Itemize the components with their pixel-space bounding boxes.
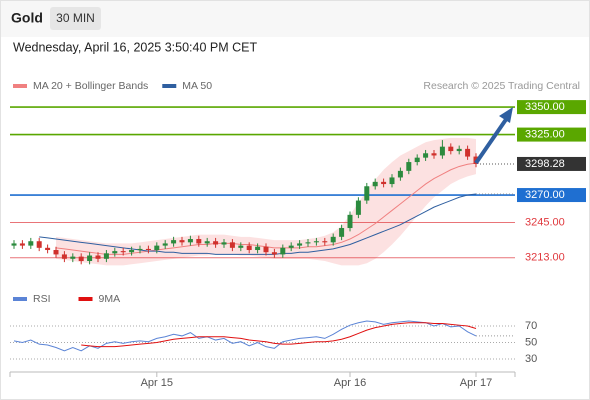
price-box	[517, 156, 586, 171]
candle-body	[313, 241, 319, 243]
candle-body	[162, 243, 168, 246]
candle-body	[221, 242, 227, 245]
candle-body	[255, 246, 261, 251]
candle-body	[154, 245, 160, 251]
candle-body	[11, 243, 17, 246]
symbol: Gold	[11, 10, 43, 26]
timeframe-button[interactable]	[50, 7, 101, 30]
timestamp: Wednesday, April 16, 2025 3:50:40 PM CET	[13, 40, 257, 54]
ma-line	[39, 193, 477, 255]
candle-body	[465, 148, 471, 157]
candle-body	[36, 241, 42, 248]
candle-body	[53, 250, 59, 255]
legend-swatch	[78, 297, 93, 301]
y-tick-label: 70	[525, 320, 537, 332]
candle-body	[397, 170, 403, 178]
candle-body	[414, 157, 420, 163]
candle-body	[171, 240, 177, 244]
legend-swatch	[13, 297, 27, 301]
candle-body	[137, 248, 143, 251]
legend-swatch	[162, 84, 177, 88]
candle-body	[78, 256, 84, 262]
candle-body	[112, 251, 118, 254]
timeframe[interactable]: 30 MIN	[56, 11, 95, 25]
candle-body	[339, 228, 345, 237]
source: Research © 2025 Trading Central	[423, 80, 580, 92]
y-tick-label: 50	[525, 336, 537, 348]
bollinger-band	[56, 137, 476, 266]
legend-label: 9MA	[99, 293, 121, 305]
candle-body	[120, 251, 126, 253]
candle-body	[61, 254, 67, 259]
candle-body	[297, 243, 303, 246]
level-label: 3270.00	[525, 189, 565, 201]
level-box	[517, 127, 586, 142]
legend-label: MA 20 + Bollinger Bands	[33, 80, 148, 92]
candle-body	[439, 146, 445, 156]
candle-body	[330, 236, 336, 243]
candle-body	[246, 245, 252, 251]
candle-body	[103, 253, 109, 259]
candle-body	[355, 200, 361, 215]
x-tick-label: Apr 15	[141, 377, 173, 389]
candle-body	[288, 245, 294, 248]
candle-body	[229, 242, 235, 248]
candle-body	[372, 181, 378, 187]
candle-body	[381, 181, 387, 185]
candle-body	[95, 255, 101, 259]
indicator-line	[81, 322, 477, 348]
price-label: 3298.28	[525, 158, 565, 170]
candle-body	[322, 241, 328, 243]
candle-body	[431, 153, 437, 156]
forecast-arrow	[474, 116, 509, 165]
candle-body	[448, 146, 454, 152]
candle-body	[456, 148, 462, 152]
candle-body	[389, 177, 395, 185]
candle-body	[271, 252, 277, 255]
candle-body	[204, 241, 210, 244]
candle-body	[145, 248, 151, 251]
candle-body	[129, 250, 135, 253]
candle-body	[347, 214, 353, 229]
legend-label: RSI	[33, 293, 51, 305]
candle-body	[280, 247, 286, 255]
candle-body	[263, 246, 269, 253]
candle-body	[423, 153, 429, 158]
level-label: 3325.00	[525, 128, 565, 140]
candle-body	[196, 239, 202, 244]
y-tick-label: 30	[525, 353, 537, 365]
x-tick-label: Apr 17	[460, 377, 492, 389]
legend-swatch	[13, 84, 27, 88]
candle-body	[179, 240, 185, 243]
level-box	[517, 188, 586, 203]
forecast-arrowhead	[499, 107, 513, 123]
candle-body	[19, 243, 25, 246]
candle-body	[305, 242, 311, 244]
candle-body	[364, 186, 370, 201]
level-box	[517, 100, 586, 115]
candle-body	[45, 247, 51, 251]
candle-body	[70, 256, 76, 259]
x-tick-label: Apr 16	[334, 377, 366, 389]
candle-body	[406, 162, 412, 171]
legend-label: MA 50	[182, 80, 212, 92]
candle-body	[87, 255, 93, 262]
candle-body	[213, 241, 219, 245]
level-label: 3350.00	[525, 101, 565, 113]
level-label: 3245.00	[525, 216, 565, 228]
candle-body	[238, 245, 244, 248]
level-label: 3213.00	[525, 252, 565, 264]
candle-body	[28, 241, 34, 246]
candle-body	[187, 239, 193, 243]
